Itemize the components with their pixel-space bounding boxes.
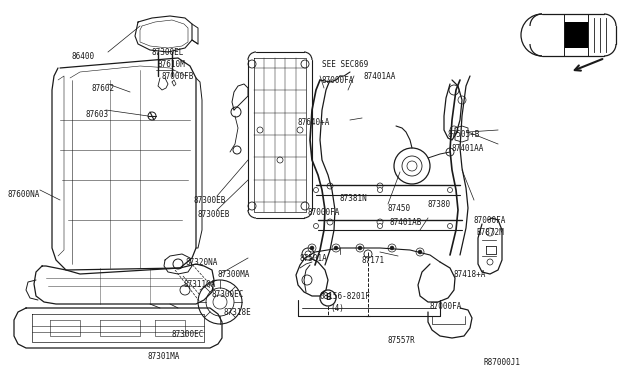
Circle shape — [390, 246, 394, 250]
Text: 87000FA: 87000FA — [474, 216, 506, 225]
Text: 87000FA: 87000FA — [322, 76, 355, 85]
Circle shape — [378, 224, 383, 228]
Circle shape — [407, 161, 417, 171]
Circle shape — [358, 246, 362, 250]
Text: 87401AB: 87401AB — [390, 218, 422, 227]
Text: 87557R: 87557R — [388, 336, 416, 345]
Text: 87171: 87171 — [362, 256, 385, 265]
Text: 87300EB: 87300EB — [194, 196, 227, 205]
Text: 87418+A: 87418+A — [454, 270, 486, 279]
Text: 87300MA: 87300MA — [218, 270, 250, 279]
Bar — [564, 22, 588, 48]
Text: 87311QA: 87311QA — [183, 280, 216, 289]
Text: 87450: 87450 — [388, 204, 411, 213]
Text: 87600NA: 87600NA — [8, 190, 40, 199]
Text: B: B — [325, 294, 331, 302]
Text: SEE SEC869: SEE SEC869 — [322, 60, 368, 69]
Circle shape — [314, 224, 319, 228]
Circle shape — [447, 187, 452, 192]
Text: 87380: 87380 — [428, 200, 451, 209]
Text: 87301MA: 87301MA — [148, 352, 180, 361]
Text: 87381N: 87381N — [340, 194, 368, 203]
Circle shape — [378, 187, 383, 192]
Text: 87000FA: 87000FA — [308, 208, 340, 217]
Text: 87000FA: 87000FA — [430, 302, 462, 311]
Text: 87300EC: 87300EC — [212, 290, 244, 299]
Circle shape — [314, 187, 319, 192]
Circle shape — [418, 250, 422, 254]
Text: B7872M: B7872M — [476, 228, 504, 237]
Text: (4): (4) — [330, 304, 344, 313]
Text: R87000J1: R87000J1 — [484, 358, 521, 367]
Text: B7610M: B7610M — [157, 60, 185, 69]
Text: 87603: 87603 — [86, 110, 109, 119]
Text: 87000FB: 87000FB — [162, 72, 195, 81]
Text: 87501A: 87501A — [300, 254, 328, 263]
Text: 87401AA: 87401AA — [452, 144, 484, 153]
Text: 87320NA: 87320NA — [185, 258, 218, 267]
Text: 87505+B: 87505+B — [448, 130, 481, 139]
Circle shape — [334, 246, 338, 250]
Text: 87640+A: 87640+A — [298, 118, 330, 127]
Circle shape — [310, 246, 314, 250]
Text: 87300EL: 87300EL — [152, 48, 184, 57]
Text: 87300EB: 87300EB — [198, 210, 230, 219]
Circle shape — [148, 112, 156, 120]
Text: 87318E: 87318E — [224, 308, 252, 317]
Text: 87300EC: 87300EC — [172, 330, 204, 339]
Text: 08156-8201F: 08156-8201F — [320, 292, 371, 301]
Text: 86400: 86400 — [72, 52, 95, 61]
Text: 87401AA: 87401AA — [364, 72, 396, 81]
Text: 87602: 87602 — [92, 84, 115, 93]
Circle shape — [447, 224, 452, 228]
